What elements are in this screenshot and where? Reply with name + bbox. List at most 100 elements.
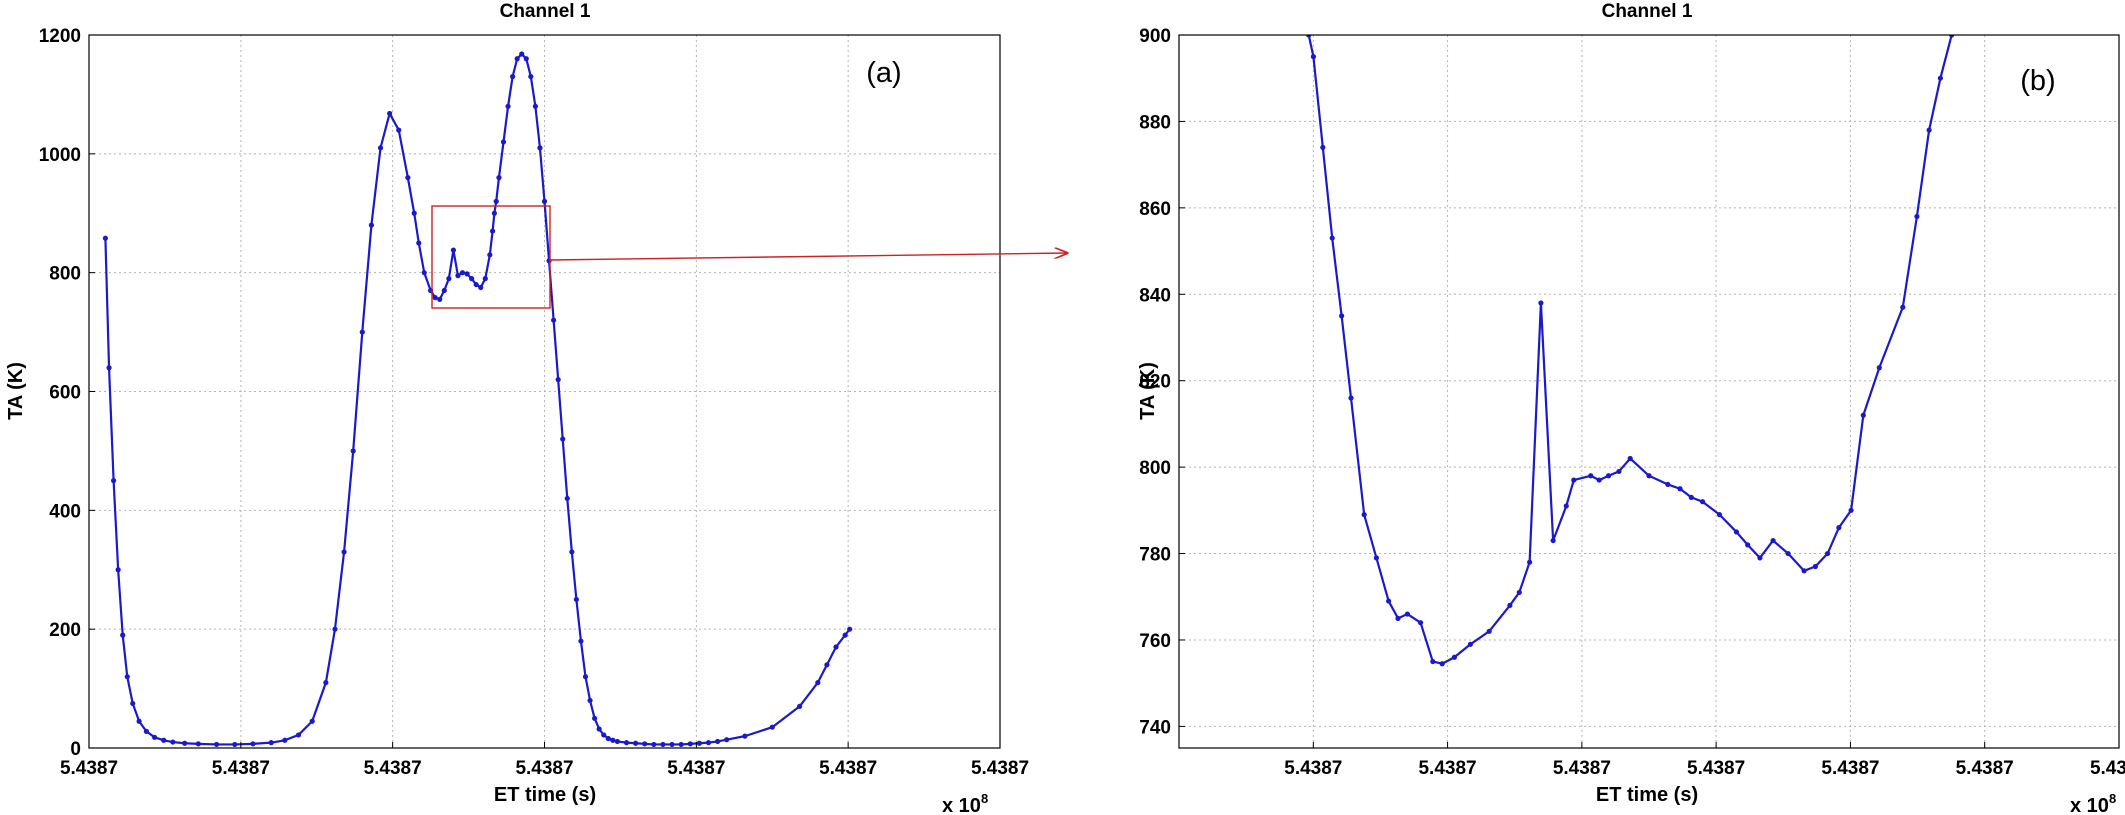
- chart-panel-b: Channel 1 740 760 780 800 820 840 860 880 900 5.4…: [1137, 0, 2125, 815]
- data-point: [1348, 395, 1354, 401]
- data-point: [232, 741, 238, 748]
- data-point: [1588, 473, 1594, 479]
- data-point: [623, 740, 630, 746]
- data-point: [815, 680, 821, 686]
- data-point: [582, 674, 589, 680]
- series-line: [104, 52, 851, 746]
- y-tick-label: 400: [49, 501, 81, 522]
- data-point: [396, 127, 402, 133]
- data-point: [532, 103, 538, 109]
- series-line: [1307, 35, 1953, 665]
- data-point: [528, 73, 534, 80]
- data-point: [537, 145, 543, 151]
- data-point: [560, 436, 566, 442]
- data-point: [541, 198, 548, 204]
- data-point: [1605, 473, 1612, 479]
- x-tick-label: 5.4387: [515, 758, 573, 779]
- data-point: [1320, 144, 1326, 150]
- data-point: [405, 175, 411, 181]
- data-point: [1848, 507, 1854, 513]
- data-point: [120, 632, 126, 638]
- y-tick-label: 800: [49, 264, 81, 285]
- data-point: [421, 270, 427, 276]
- data-point: [350, 448, 356, 454]
- y-tick-label: 820: [1139, 372, 1171, 393]
- y-tick-label: 760: [1139, 631, 1171, 652]
- data-point: [411, 210, 417, 216]
- chart-b-xlabel: ET time (s): [1596, 784, 1698, 806]
- data-point: [432, 295, 438, 301]
- data-point: [564, 495, 570, 502]
- chart-a-panel-label: (a): [866, 57, 901, 89]
- data-point: [1538, 300, 1544, 306]
- data-point: [469, 276, 475, 282]
- data-point: [110, 478, 117, 484]
- data-point: [1439, 661, 1445, 667]
- zoom-region-box: [431, 205, 551, 309]
- y-tick-label: 0: [70, 739, 81, 760]
- data-point: [587, 697, 593, 704]
- data-point: [441, 287, 447, 294]
- data-point: [523, 56, 529, 62]
- data-point: [473, 281, 479, 288]
- y-tick-label: 880: [1139, 112, 1171, 133]
- x-tick-label: 5.4387: [1821, 758, 1879, 779]
- data-point: [1949, 35, 1955, 38]
- series-group: [1306, 0, 1976, 667]
- y-tick-label: 800: [1139, 458, 1171, 479]
- chart-b-x-multiplier: x 108: [2070, 791, 2116, 815]
- data-point: [1836, 525, 1842, 531]
- data-point: [842, 632, 848, 638]
- data-point: [1914, 213, 1920, 220]
- data-point: [510, 73, 516, 80]
- y-tick-label: 780: [1139, 545, 1171, 566]
- data-point: [124, 674, 130, 680]
- data-point: [1430, 658, 1436, 665]
- data-point: [1770, 537, 1776, 544]
- data-point: [1373, 555, 1379, 561]
- data-point: [1971, 0, 1976, 3]
- data-point: [1550, 537, 1556, 544]
- data-point: [115, 567, 121, 573]
- chart-b-frame: [1178, 34, 2120, 749]
- y-tick-label: 1000: [39, 145, 81, 166]
- data-point: [1596, 477, 1602, 483]
- data-point: [1646, 473, 1652, 479]
- chart-a-title: Channel 1: [500, 1, 591, 22]
- data-point: [213, 741, 220, 748]
- data-point: [151, 734, 158, 740]
- data-point: [1961, 11, 1966, 16]
- data-point: [1339, 313, 1345, 319]
- y-tick-label: 860: [1139, 199, 1171, 220]
- data-point: [1467, 641, 1473, 647]
- data-point: [769, 724, 775, 730]
- data-point: [368, 222, 375, 228]
- x-tick-label: 5.4387: [60, 758, 118, 779]
- data-point: [1616, 468, 1622, 475]
- data-point: [1688, 494, 1694, 500]
- data-point: [678, 741, 684, 748]
- data-point: [323, 680, 329, 686]
- data-point: [268, 740, 274, 746]
- data-point: [1876, 365, 1882, 371]
- data-point: [1361, 512, 1367, 518]
- data-point: [614, 738, 620, 745]
- data-point: [578, 638, 584, 644]
- data-point: [1900, 304, 1906, 310]
- x-tick-label: 5.4387: [667, 758, 725, 779]
- data-point: [309, 718, 315, 724]
- data-point: [596, 726, 602, 732]
- chart-a-ticks: 0 200 400 600 800 1000 1200 5.4387 5.4387 5.4387 5…: [39, 26, 1029, 779]
- data-point: [551, 317, 557, 323]
- data-point: [669, 741, 675, 748]
- data-point: [633, 740, 639, 746]
- y-tick-label: 740: [1139, 717, 1171, 738]
- chart-b-ticks: 740 760 780 800 820 840 860 880 900 5.4387 5.4387 5…: [1139, 26, 2125, 779]
- data-point: [459, 270, 466, 276]
- data-point: [491, 210, 497, 216]
- data-point: [1507, 602, 1513, 609]
- x-tick-label: 5.4387: [1553, 758, 1611, 779]
- data-point: [1677, 486, 1683, 492]
- data-point: [1417, 620, 1424, 626]
- data-point: [1516, 589, 1522, 596]
